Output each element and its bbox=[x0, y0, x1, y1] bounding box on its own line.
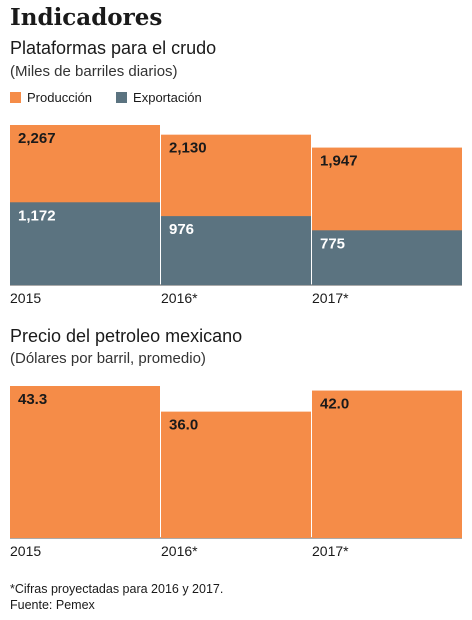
chart-2-bar-series-0-2017 bbox=[312, 390, 462, 538]
legend-swatch-produccion bbox=[10, 92, 21, 103]
footnote: *Cifras proyectadas para 2016 y 2017. Fu… bbox=[10, 581, 223, 613]
chart-2-data-label: 43.3 bbox=[18, 391, 47, 408]
chart-1-data-label: 2,267 bbox=[18, 130, 56, 147]
chart-1-data-label: 976 bbox=[169, 221, 194, 238]
footnote-source: Fuente: Pemex bbox=[10, 598, 95, 612]
chart-1-production-export: 2,267 2,130 1,947 1,172 976 775 2015 2016* 2017* bbox=[10, 125, 462, 306]
chart-1-title: Plataformas para el crudo bbox=[10, 38, 217, 58]
chart-1-x-tick-label: 2016* bbox=[161, 290, 198, 306]
legend-swatch-exportacion bbox=[116, 92, 128, 103]
page-title: Indicadores bbox=[10, 4, 163, 31]
chart-2-data-label: 42.0 bbox=[320, 396, 349, 413]
chart-2-bar-series-0-2015 bbox=[10, 386, 160, 538]
chart-2-bar-series-0-2016 bbox=[161, 411, 311, 538]
chart-1-bar-exportaci-n-2016 bbox=[161, 216, 311, 285]
chart-2-x-tick-label: 2015 bbox=[10, 543, 41, 559]
chart-1-data-label: 1,172 bbox=[18, 207, 56, 224]
legend-label-exportacion: Exportación bbox=[133, 90, 202, 105]
footnote-projection-note: *Cifras proyectadas para 2016 y 2017. bbox=[10, 582, 224, 596]
chart-2-x-tick-label: 2016* bbox=[161, 543, 198, 559]
chart-1-legend: Producción Exportación bbox=[10, 90, 202, 105]
legend-item-exportacion: Exportación bbox=[116, 90, 202, 105]
legend-item-produccion: Producción bbox=[10, 90, 92, 105]
chart-1-bar-exportaci-n-2015 bbox=[10, 202, 160, 285]
chart-1-data-label: 775 bbox=[320, 235, 345, 252]
chart-2-oil-price: 43.3 36.0 42.0 2015 2016* 2017* bbox=[10, 386, 462, 559]
legend-label-produccion: Producción bbox=[27, 90, 93, 105]
chart-1-data-label: 2,130 bbox=[169, 140, 207, 157]
chart-2-x-tick-label: 2017* bbox=[312, 543, 349, 559]
chart-2-subtitle: (Dólares por barril, promedio) bbox=[10, 350, 206, 367]
chart-1-subtitle: (Miles de barriles diarios) bbox=[10, 63, 178, 80]
chart-2-data-label: 36.0 bbox=[169, 417, 198, 434]
chart-1-data-label: 1,947 bbox=[320, 153, 358, 170]
chart-1-bar-exportaci-n-2017 bbox=[312, 230, 462, 285]
chart-2-title: Precio del petroleo mexicano bbox=[10, 326, 243, 346]
chart-1-x-tick-label: 2017* bbox=[312, 290, 349, 306]
chart-1-x-tick-label: 2015 bbox=[10, 290, 41, 306]
